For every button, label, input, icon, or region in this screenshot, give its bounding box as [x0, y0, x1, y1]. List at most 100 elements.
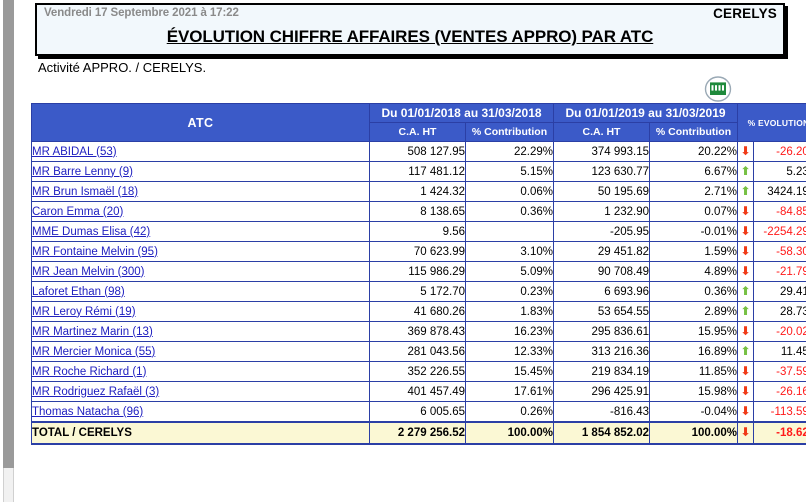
ca-ht-2018-cell: 9.56 — [369, 221, 466, 242]
atc-name-cell[interactable]: MR Roche Richard (1) — [31, 361, 370, 382]
atc-name-cell[interactable]: MR Rodriguez Rafaël (3) — [31, 381, 370, 402]
atc-name-cell[interactable]: MR Mercier Monica (55) — [31, 341, 370, 362]
evolution-percent-cell: 11.45% — [753, 341, 806, 362]
arrow-down-icon: ⬇ — [737, 321, 754, 342]
column-header-atc[interactable]: ATC — [31, 103, 370, 142]
evolution-percent-cell: 3424.19% — [753, 181, 806, 202]
ca-ht-2019-cell: 1 232.90 — [553, 201, 650, 222]
atc-name-cell[interactable]: MR Fontaine Melvin (95) — [31, 241, 370, 262]
ca-ht-2018-cell: 369 878.43 — [369, 321, 466, 342]
table-row: Caron Emma (20) 8 138.65 0.36% 1 232.90 0.07… — [31, 201, 806, 222]
ca-ht-2018-cell: 508 127.95 — [369, 141, 466, 162]
report-timestamp: Vendredi 17 Septembre 2021 à 17:22 — [44, 7, 239, 19]
atc-name-cell[interactable]: MR Leroy Rémi (19) — [31, 301, 370, 322]
arrow-down-icon: ⬇ — [737, 381, 754, 402]
report-table-container: ATC Du 01/01/2018 au 31/03/2018 Du 01/01… — [31, 103, 806, 445]
table-row: MR Fontaine Melvin (95) 70 623.99 3.10% 29 … — [31, 241, 806, 262]
contribution-2018-cell: 17.61% — [465, 381, 554, 402]
atc-name-link[interactable]: MME Dumas Elisa (42) — [32, 225, 151, 238]
contribution-2018-cell: 16.23% — [465, 321, 554, 342]
table-row: MME Dumas Elisa (42) 9.56 -205.95 -0.01% ⬇ -2… — [31, 221, 806, 242]
scrollbar-thumb[interactable] — [3, 0, 14, 468]
contribution-2018-cell: 0.26% — [465, 401, 554, 423]
total-label: TOTAL / CERELYS — [31, 421, 370, 445]
column-header-period-2018: Du 01/01/2018 au 31/03/2018 — [369, 103, 554, 123]
evolution-percent-cell: 29.41% — [753, 281, 806, 302]
atc-name-link[interactable]: MR Fontaine Melvin (95) — [32, 245, 158, 258]
atc-name-cell[interactable]: Thomas Natacha (96) — [31, 401, 370, 423]
atc-name-cell[interactable]: MR Martinez Marin (13) — [31, 321, 370, 342]
ca-ht-2018-cell: 2 279 256.52 — [369, 421, 466, 445]
contribution-2019-cell: 11.85% — [649, 361, 738, 382]
contribution-2019-cell: 15.95% — [649, 321, 738, 342]
ca-ht-2018-cell: 41 680.26 — [369, 301, 466, 322]
ca-ht-2018-cell: 281 043.56 — [369, 341, 466, 362]
ca-ht-2019-cell: 29 451.82 — [553, 241, 650, 262]
contribution-2018-cell: 15.45% — [465, 361, 554, 382]
vertical-scrollbar[interactable] — [0, 0, 18, 502]
atc-name-cell[interactable]: Caron Emma (20) — [31, 201, 370, 222]
atc-name-link[interactable]: MR Roche Richard (1) — [32, 365, 147, 378]
evolution-percent-cell: -58.30% — [753, 241, 806, 262]
ca-ht-2018-cell: 115 986.29 — [369, 261, 466, 282]
table-row: MR Jean Melvin (300) 115 986.29 5.09% 90 70… — [31, 261, 806, 282]
column-header-ca-ht-2019[interactable]: C.A. HT — [553, 122, 650, 142]
atc-name-link[interactable]: Caron Emma (20) — [32, 205, 124, 218]
evolution-percent-cell: -18.62% — [753, 421, 806, 445]
contribution-2019-cell: 16.89% — [649, 341, 738, 362]
table-row: MR Barre Lenny (9) 117 481.12 5.15% 123 630… — [31, 161, 806, 182]
evolution-percent-cell: -84.85% — [753, 201, 806, 222]
atc-name-cell[interactable]: MR Barre Lenny (9) — [31, 161, 370, 182]
atc-name-cell[interactable]: MME Dumas Elisa (42) — [31, 221, 370, 242]
atc-name-cell[interactable]: Laforet Ethan (98) — [31, 281, 370, 302]
atc-name-link[interactable]: Laforet Ethan (98) — [32, 285, 125, 298]
report-content: Vendredi 17 Septembre 2021 à 17:22 CEREL… — [18, 0, 806, 502]
contribution-2018-cell — [465, 221, 554, 242]
title-banner: Vendredi 17 Septembre 2021 à 17:22 CEREL… — [35, 3, 785, 56]
contribution-2019-cell: 0.07% — [649, 201, 738, 222]
contribution-2019-cell: 1.59% — [649, 241, 738, 262]
contribution-2019-cell: -0.01% — [649, 221, 738, 242]
arrow-down-icon: ⬇ — [737, 221, 754, 242]
ca-ht-2019-cell: -816.43 — [553, 401, 650, 423]
atc-name-cell[interactable]: MR ABIDAL (53) — [31, 141, 370, 162]
atc-name-link[interactable]: MR Mercier Monica (55) — [32, 345, 156, 358]
evolution-percent-cell: 5.23% — [753, 161, 806, 182]
contribution-2019-cell: 2.71% — [649, 181, 738, 202]
atc-name-cell[interactable]: MR Jean Melvin (300) — [31, 261, 370, 282]
arrow-down-icon: ⬇ — [737, 401, 754, 423]
atc-name-link[interactable]: MR ABIDAL (53) — [32, 145, 117, 158]
table-total-row: TOTAL / CERELYS 2 279 256.52 100.00% 1 854 … — [31, 421, 806, 445]
table-row: MR Leroy Rémi (19) 41 680.26 1.83% 53 654.5… — [31, 301, 806, 322]
arrow-down-icon: ⬇ — [737, 241, 754, 262]
evolution-percent-cell: 28.73% — [753, 301, 806, 322]
table-row: MR Martinez Marin (13) 369 878.43 16.23% 29… — [31, 321, 806, 342]
arrow-down-icon: ⬇ — [737, 361, 754, 382]
atc-name-cell[interactable]: MR Brun Ismaël (18) — [31, 181, 370, 202]
ca-ht-2019-cell: 90 708.49 — [553, 261, 650, 282]
arrow-down-icon: ⬇ — [737, 261, 754, 282]
atc-name-link[interactable]: MR Leroy Rémi (19) — [32, 305, 136, 318]
atc-name-link[interactable]: MR Jean Melvin (300) — [32, 265, 145, 278]
ca-ht-2019-cell: 53 654.55 — [553, 301, 650, 322]
arrow-down-icon: ⬇ — [737, 141, 754, 162]
column-header-ca-ht-2018[interactable]: C.A. HT — [369, 122, 466, 142]
atc-name-link[interactable]: MR Martinez Marin (13) — [32, 325, 153, 338]
arrow-up-icon: ⬆ — [737, 301, 754, 322]
activity-subtitle: Activité APPRO. / CERELYS. — [38, 60, 207, 75]
column-header-contribution-2019[interactable]: % Contribution — [649, 122, 738, 142]
column-header-evolution[interactable]: % EVOLUTION — [737, 103, 806, 142]
table-row: MR ABIDAL (53) 508 127.95 22.29% 374 993.15… — [31, 141, 806, 162]
arrow-up-icon: ⬆ — [737, 181, 754, 202]
contribution-2018-cell: 3.10% — [465, 241, 554, 262]
contribution-2019-cell: 6.67% — [649, 161, 738, 182]
atc-name-link[interactable]: MR Barre Lenny (9) — [32, 165, 133, 178]
evolution-percent-cell: -21.79% — [753, 261, 806, 282]
atc-name-link[interactable]: MR Brun Ismaël (18) — [32, 185, 139, 198]
atc-name-link[interactable]: Thomas Natacha (96) — [32, 405, 144, 418]
table-row: Thomas Natacha (96) 6 005.65 0.26% -816.43-… — [31, 401, 806, 423]
table-body: MR ABIDAL (53) 508 127.95 22.29% 374 993.15… — [31, 141, 806, 445]
column-header-contribution-2018[interactable]: % Contribution — [465, 122, 554, 142]
atc-name-link[interactable]: MR Rodriguez Rafaël (3) — [32, 385, 160, 398]
